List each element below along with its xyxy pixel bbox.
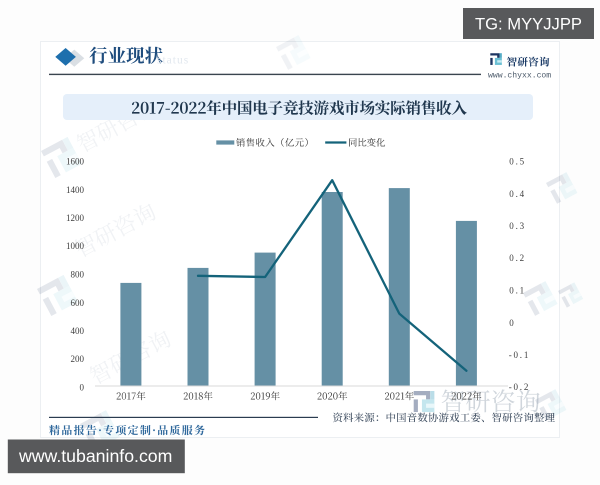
svg-text:0.2: 0.2 [509, 253, 526, 263]
svg-text:1600: 1600 [66, 157, 85, 167]
svg-text:status: status [157, 55, 189, 67]
svg-text:800: 800 [71, 270, 85, 280]
svg-text:www.tubaninfo.com: www.tubaninfo.com [18, 446, 172, 466]
svg-text:1400: 1400 [66, 185, 85, 195]
svg-text:www.chyxx.com: www.chyxx.com [488, 71, 551, 80]
svg-text:0: 0 [80, 383, 85, 393]
svg-text:600: 600 [71, 298, 85, 308]
svg-text:0.3: 0.3 [509, 221, 526, 231]
svg-text:-0.2: -0.2 [509, 382, 530, 392]
svg-text:400: 400 [71, 326, 85, 336]
svg-text:0.4: 0.4 [509, 189, 526, 199]
svg-text:1000: 1000 [66, 241, 85, 251]
svg-text:TG: MYYJJPP: TG: MYYJJPP [475, 14, 582, 33]
svg-text:200: 200 [71, 354, 85, 364]
svg-text:1200: 1200 [66, 213, 85, 223]
svg-text:0.1: 0.1 [509, 286, 526, 296]
svg-text:0: 0 [509, 318, 515, 328]
svg-text:-0.1: -0.1 [509, 350, 530, 360]
svg-text:0.5: 0.5 [509, 157, 526, 167]
